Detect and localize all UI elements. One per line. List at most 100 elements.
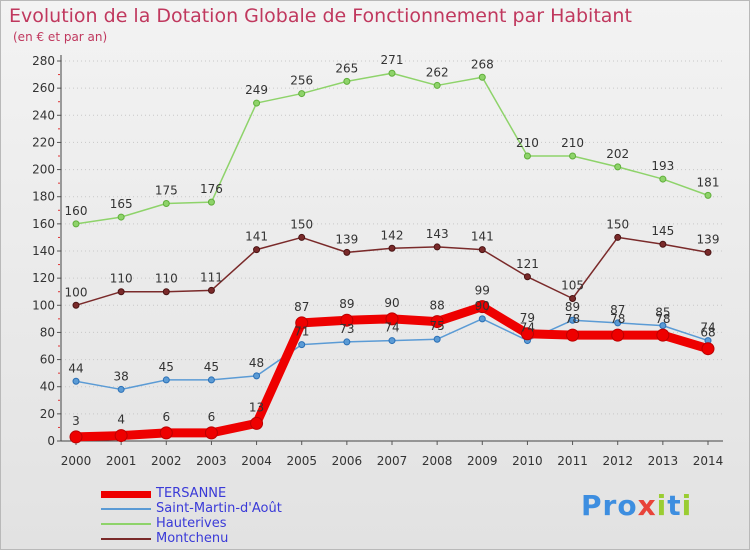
data-label: 142 [381,228,404,242]
data-point [704,248,712,256]
data-label: 249 [245,83,268,97]
y-tick-label: 80 [40,325,55,339]
x-tick-labels: 2000 2001 2002 2003 2004 2005 2006 2007 2008 2009… [61,454,724,468]
data-label: 105 [561,279,584,293]
data-label: 6 [208,410,216,424]
data-label: 256 [290,74,313,88]
data-label: 110 [155,272,178,286]
data-point [478,73,486,81]
data-point [298,90,306,98]
data-label: 89 [339,297,354,311]
data-point [117,288,125,296]
data-label: 44 [68,361,83,375]
x-tick-label: 2014 [693,454,724,468]
data-point [117,385,125,393]
y-tick-label: 180 [32,190,55,204]
logo-i2: i [681,489,693,522]
data-label: 139 [697,232,720,246]
data-point [433,243,441,251]
y-tick-label: 120 [32,271,55,285]
data-label: 210 [561,136,584,150]
data-label: 4 [117,413,125,427]
y-tick-label: 60 [40,353,55,367]
y-tick-labels: 0 20 40 60 80 100 120 140 160 180 200 220 240 260 280 [32,54,55,448]
data-label: 88 [430,299,445,313]
legend-swatch [101,538,151,540]
data-point [523,273,531,281]
data-label: 141 [471,230,494,244]
data-point [117,213,125,221]
y-tick-label: 260 [32,81,55,95]
data-point [253,246,261,254]
y-tick-label: 20 [40,407,55,421]
data-point [162,376,170,384]
data-label: 74 [520,321,535,335]
data-point [566,328,580,342]
data-label: 121 [516,257,539,271]
data-label: 175 [155,184,178,198]
data-point [162,288,170,296]
data-point [520,327,534,341]
x-tick-label: 2000 [61,454,92,468]
data-point [659,240,667,248]
data-point [162,200,170,207]
x-tick-label: 2007 [377,454,408,468]
data-point [253,372,261,380]
logo-x: x [637,489,657,522]
data-point [385,312,399,326]
data-label: 141 [245,230,268,244]
data-point [207,198,215,206]
data-label: 99 [475,284,490,298]
data-point [69,430,83,444]
data-point [656,328,670,342]
data-point [523,152,531,160]
data-label: 68 [700,326,715,340]
data-label: 74 [384,321,399,335]
data-point [659,175,667,183]
data-label: 48 [249,356,264,370]
data-point [478,246,486,254]
logo-t: t [667,489,682,522]
x-tick-label: 2004 [241,454,272,468]
proxiti-logo: Proxiti [581,489,692,522]
series-layer [69,69,715,444]
data-point [569,316,577,324]
legend-swatch [101,508,151,510]
y-tick-label: 100 [32,298,55,312]
data-point [159,426,173,440]
logo-i1: i [656,489,668,522]
data-point [614,233,622,241]
data-label: 3 [72,414,80,428]
data-point [72,220,80,228]
y-tick-label: 220 [32,135,55,149]
x-tick-label: 2012 [602,454,633,468]
data-point [433,81,441,89]
data-label: 87 [294,300,309,314]
legend-label: Saint-Martin-d'Août [156,501,282,516]
x-tick-label: 2011 [557,454,588,468]
x-tick-label: 2001 [106,454,137,468]
data-point [701,342,715,356]
data-label: 181 [697,175,720,189]
data-point [475,300,489,314]
data-label: 45 [204,360,219,374]
y-tick-label: 280 [32,54,55,68]
data-point [298,233,306,241]
data-point [340,313,354,327]
data-label: 74 [700,321,715,335]
x-tick-label: 2003 [196,454,227,468]
data-label: 78 [610,312,625,326]
data-point [388,337,396,345]
data-point [478,315,486,323]
logo-pro: Pro [581,489,638,522]
data-label: 139 [335,232,358,246]
data-point [72,301,80,309]
data-label: 90 [475,299,490,313]
data-point [253,99,261,107]
data-label: 165 [110,197,133,211]
data-label: 268 [471,57,494,71]
data-point [114,429,128,443]
data-label: 210 [516,136,539,150]
data-point [207,286,215,294]
